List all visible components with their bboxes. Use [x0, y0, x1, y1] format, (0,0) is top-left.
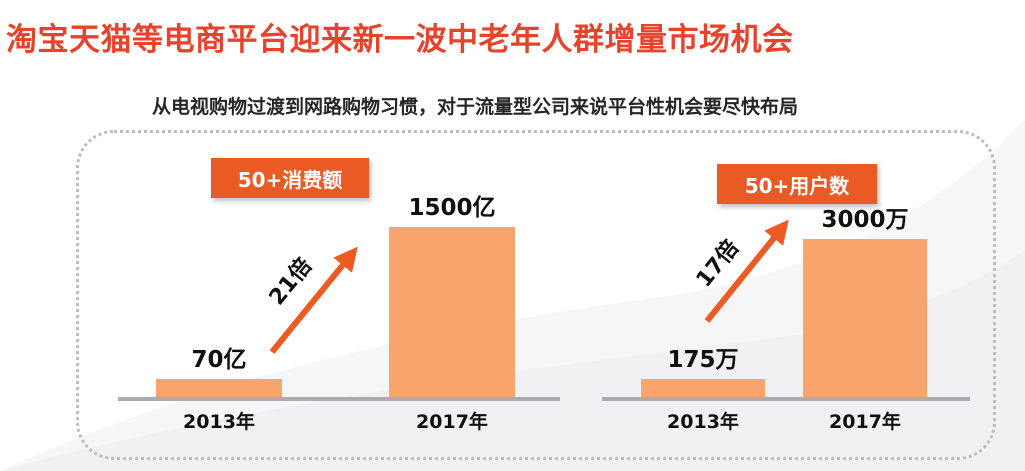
page-title: 淘宝天猫等电商平台迎来新一波中老年人群增量市场机会 [6, 22, 794, 58]
users-growth-arrow [704, 219, 789, 323]
users-category-label-1: 2017年 [829, 410, 901, 433]
users-bar-2013年 [641, 379, 765, 397]
consumption-bar-2017年 [389, 227, 515, 397]
users-value-label-1: 3000万 [821, 207, 908, 233]
users-tag: 50+用户数 [717, 164, 877, 204]
users-bar-2017年 [803, 239, 927, 397]
users-value-label-0: 175万 [667, 347, 738, 373]
consumption-bar-2013年 [156, 379, 282, 397]
consumption-value-label-0: 70亿 [191, 347, 246, 373]
consumption-tag-label: 50+消费额 [237, 167, 343, 192]
consumption-category-label-1: 2017年 [416, 410, 488, 433]
consumption-growth-arrow [269, 246, 358, 354]
consumption-value-label-1: 1500亿 [408, 195, 495, 221]
consumption-tag: 50+消费额 [211, 158, 369, 198]
users-tag-label: 50+用户数 [744, 173, 850, 198]
chart-frame [76, 130, 996, 460]
consumption-category-label-0: 2013年 [183, 410, 255, 433]
users-category-label-0: 2013年 [667, 410, 739, 433]
page-subtitle: 从电视购物过渡到网路购物习惯，对于流量型公司来说平台性机会要尽快布局 [152, 96, 799, 118]
